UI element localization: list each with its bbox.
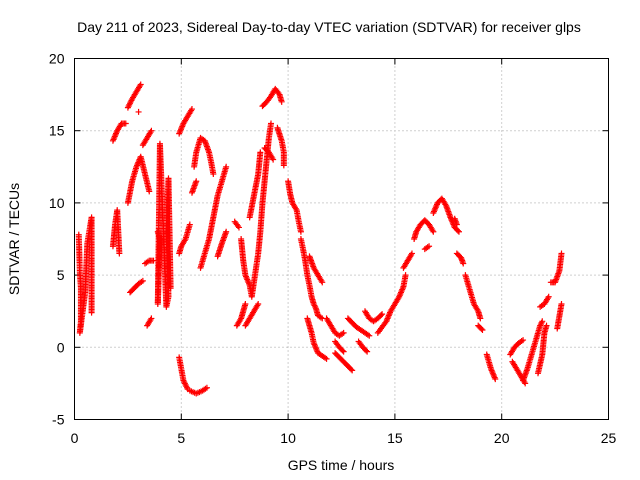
data-point xyxy=(203,384,210,391)
data-point xyxy=(88,309,95,316)
data-point xyxy=(363,347,370,354)
data-point xyxy=(379,311,386,318)
data-point xyxy=(430,228,437,235)
data-point xyxy=(270,156,277,163)
data-point xyxy=(454,227,461,234)
data-point xyxy=(558,250,565,257)
data-point xyxy=(137,81,144,88)
data-point xyxy=(340,348,347,355)
y-axis: -5 0 5 10 15 20 xyxy=(49,51,609,428)
data-point xyxy=(319,279,326,286)
data-point xyxy=(539,318,546,325)
data-point xyxy=(188,106,195,113)
data-point xyxy=(477,315,484,322)
data-point xyxy=(492,376,499,383)
data-point xyxy=(167,285,174,292)
data-point xyxy=(223,228,230,235)
data-series-glps xyxy=(75,81,565,397)
data-point xyxy=(135,108,142,115)
data-point xyxy=(460,260,467,267)
data-point xyxy=(408,250,415,257)
data-point xyxy=(349,367,356,374)
data-point xyxy=(223,163,230,170)
data-point xyxy=(323,355,330,362)
y-tick-label: 0 xyxy=(57,339,65,355)
data-point xyxy=(455,228,462,235)
data-point xyxy=(339,347,346,354)
data-point xyxy=(235,224,242,231)
data-point xyxy=(426,243,433,250)
data-point xyxy=(257,149,264,156)
data-point xyxy=(545,293,552,300)
data-point xyxy=(378,312,385,319)
data-point xyxy=(402,272,409,279)
y-tick-label: -5 xyxy=(52,412,65,428)
data-point xyxy=(364,348,371,355)
data-point xyxy=(478,325,485,332)
data-point xyxy=(148,127,155,134)
x-tick-label: 25 xyxy=(601,430,617,446)
chart-title: Day 211 of 2023, Sidereal Day-to-day VTE… xyxy=(77,19,581,35)
plot-frame xyxy=(74,58,609,420)
y-tick-label: 10 xyxy=(49,195,65,211)
x-tick-label: 15 xyxy=(387,430,403,446)
data-point xyxy=(453,221,460,228)
x-tick-label: 0 xyxy=(71,430,79,446)
data-point xyxy=(340,329,347,336)
y-tick-label: 15 xyxy=(49,123,65,139)
data-point xyxy=(186,221,193,228)
data-point xyxy=(366,332,373,339)
x-tick-label: 10 xyxy=(280,430,296,446)
data-point xyxy=(348,366,355,373)
data-point xyxy=(210,171,217,178)
data-point xyxy=(146,188,153,195)
data-point xyxy=(543,322,550,329)
x-axis-label: GPS time / hours xyxy=(288,457,395,473)
data-point xyxy=(242,300,249,307)
data-point xyxy=(193,178,200,185)
data-point xyxy=(520,337,527,344)
y-tick-label: 5 xyxy=(57,267,65,283)
x-axis: 0 5 10 15 20 25 xyxy=(71,58,617,446)
data-point xyxy=(558,300,565,307)
data-point xyxy=(139,277,146,284)
data-point xyxy=(297,228,304,235)
data-point xyxy=(148,315,155,322)
data-point xyxy=(479,326,486,333)
data-point xyxy=(122,120,129,127)
x-tick-label: 5 xyxy=(177,430,185,446)
x-tick-label: 20 xyxy=(494,430,510,446)
data-point xyxy=(280,162,287,169)
y-tick-label: 20 xyxy=(49,51,65,67)
data-point xyxy=(255,300,262,307)
data-point xyxy=(116,250,123,257)
data-point xyxy=(268,120,275,127)
y-axis-label: SDTVAR / TECUs xyxy=(6,183,22,295)
data-point xyxy=(278,98,285,105)
